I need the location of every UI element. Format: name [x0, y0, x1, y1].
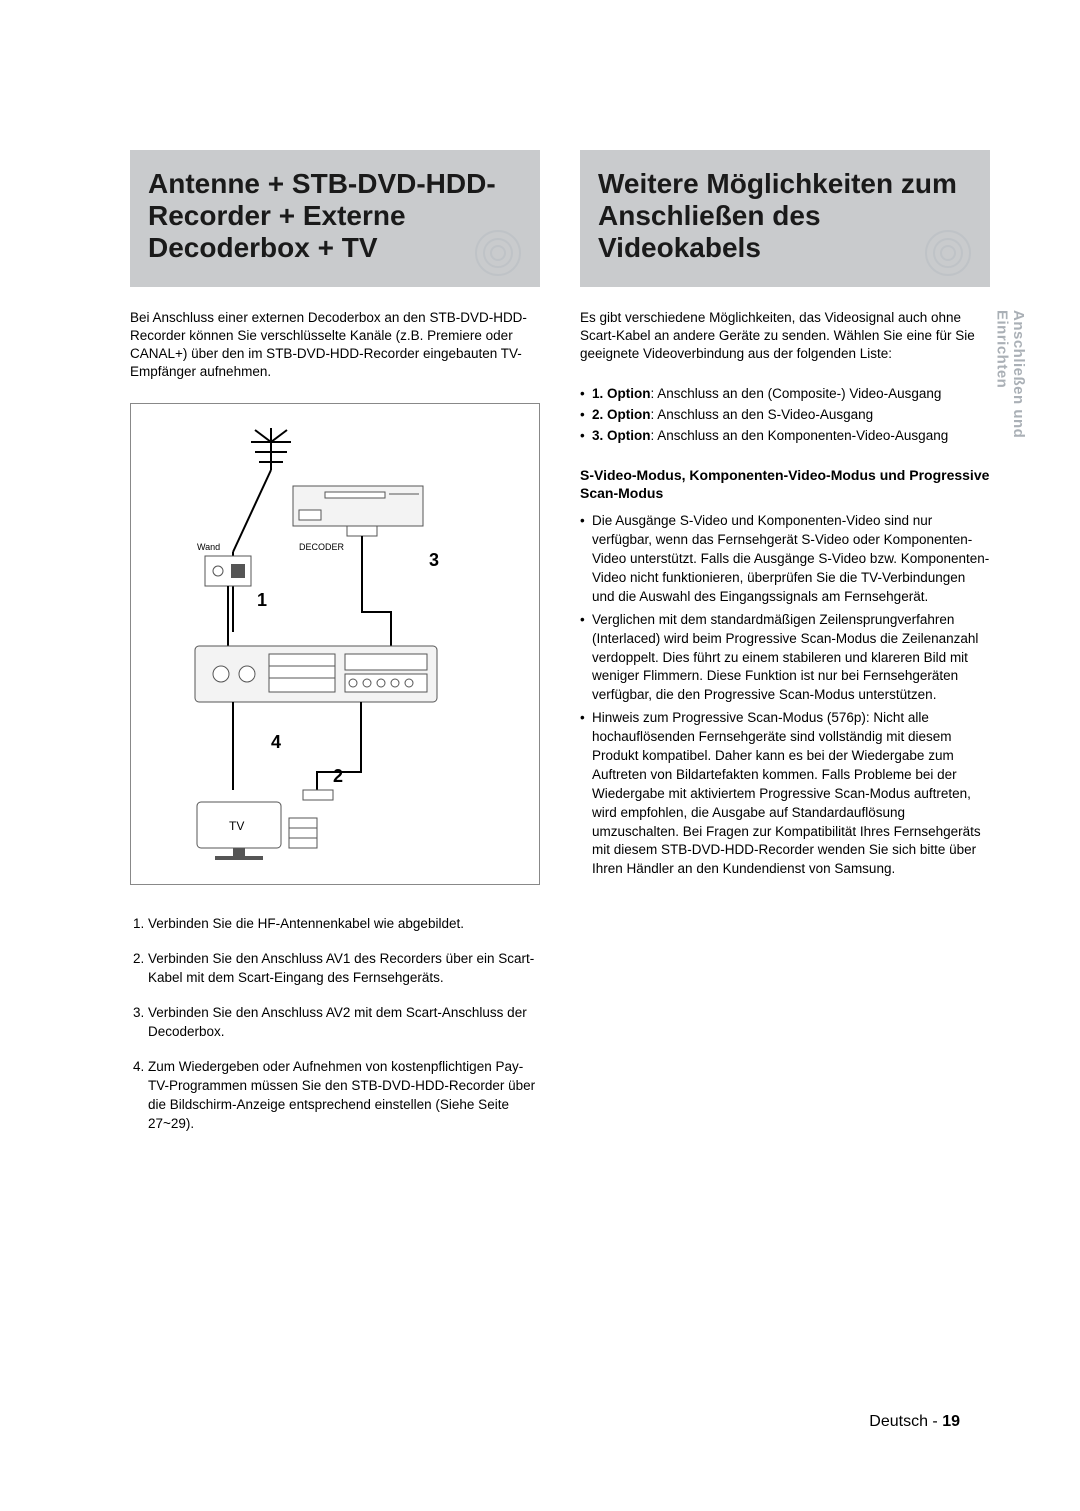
footer-language: Deutsch — [869, 1413, 928, 1430]
side-tab-line2: Einrichten — [994, 310, 1011, 388]
tv-label: TV — [229, 819, 244, 833]
callout-3: 3 — [429, 550, 439, 570]
connection-diagram: Wand DECODER 3 1 — [130, 403, 540, 885]
callout-2: 2 — [333, 766, 343, 786]
right-intro: Es gibt verschiedene Möglichkeiten, das … — [580, 309, 990, 364]
recorder-device — [195, 646, 437, 702]
left-intro: Bei Anschluss einer externen Decoderbox … — [130, 309, 540, 382]
wall-label: Wand — [197, 542, 220, 552]
option-item: 1. Option: Anschluss an den (Composite-)… — [580, 385, 990, 404]
tv-device — [197, 802, 317, 860]
side-tab-line1: Anschließen und — [1010, 310, 1027, 438]
page-footer: Deutsch - 19 — [869, 1413, 960, 1431]
step-item: Verbinden Sie die HF-Antennenkabel wie a… — [148, 915, 540, 934]
left-column: Antenne + STB-DVD-HDD-Recorder + Externe… — [130, 150, 540, 1149]
option-label: 1. Option — [592, 386, 651, 401]
right-heading: Weitere Möglichkeiten zum Anschließen de… — [598, 168, 972, 265]
option-label: 2. Option — [592, 407, 651, 422]
left-heading: Antenne + STB-DVD-HDD-Recorder + Externe… — [148, 168, 522, 265]
footer-page-number: 19 — [942, 1413, 960, 1430]
paragraph-item: Verglichen mit dem standardmäßigen Zeile… — [580, 611, 990, 705]
antenna-icon — [251, 428, 291, 470]
left-heading-box: Antenne + STB-DVD-HDD-Recorder + Externe… — [130, 150, 540, 287]
option-text: : Anschluss an den (Composite-) Video-Au… — [651, 386, 942, 401]
option-text: : Anschluss an den S-Video-Ausgang — [651, 407, 874, 422]
footer-separator: - — [928, 1413, 942, 1430]
step-item: Verbinden Sie den Anschluss AV2 mit dem … — [148, 1004, 540, 1042]
concentric-circles-icon — [470, 229, 526, 277]
option-label: 3. Option — [592, 428, 651, 443]
page-content: Antenne + STB-DVD-HDD-Recorder + Externe… — [0, 0, 1080, 1209]
right-paragraphs: Die Ausgänge S-Video und Komponenten-Vid… — [580, 512, 990, 879]
right-column: Weitere Möglichkeiten zum Anschließen de… — [580, 150, 990, 1149]
right-subhead: S-Video-Modus, Komponenten-Video-Modus u… — [580, 466, 990, 502]
option-item: 3. Option: Anschluss an den Komponenten-… — [580, 427, 990, 446]
wall-socket-icon — [205, 556, 251, 586]
right-heading-box: Weitere Möglichkeiten zum Anschließen de… — [580, 150, 990, 287]
left-steps-list: Verbinden Sie die HF-Antennenkabel wie a… — [130, 915, 540, 1133]
options-list: 1. Option: Anschluss an den (Composite-)… — [580, 385, 990, 446]
paragraph-item: Die Ausgänge S-Video und Komponenten-Vid… — [580, 512, 990, 606]
decoder-device — [293, 486, 423, 526]
step-item: Verbinden Sie den Anschluss AV1 des Reco… — [148, 950, 540, 988]
option-text: : Anschluss an den Komponenten-Video-Aus… — [651, 428, 949, 443]
step-item: Zum Wiedergeben oder Aufnehmen von koste… — [148, 1058, 540, 1134]
concentric-circles-icon — [920, 229, 976, 277]
callout-1: 1 — [257, 590, 267, 610]
decoder-label: DECODER — [299, 542, 345, 552]
paragraph-item: Hinweis zum Progressive Scan-Modus (576p… — [580, 709, 990, 879]
side-tab: Anschließen und Einrichten — [993, 310, 1026, 438]
callout-4: 4 — [271, 732, 281, 752]
option-item: 2. Option: Anschluss an den S-Video-Ausg… — [580, 406, 990, 425]
